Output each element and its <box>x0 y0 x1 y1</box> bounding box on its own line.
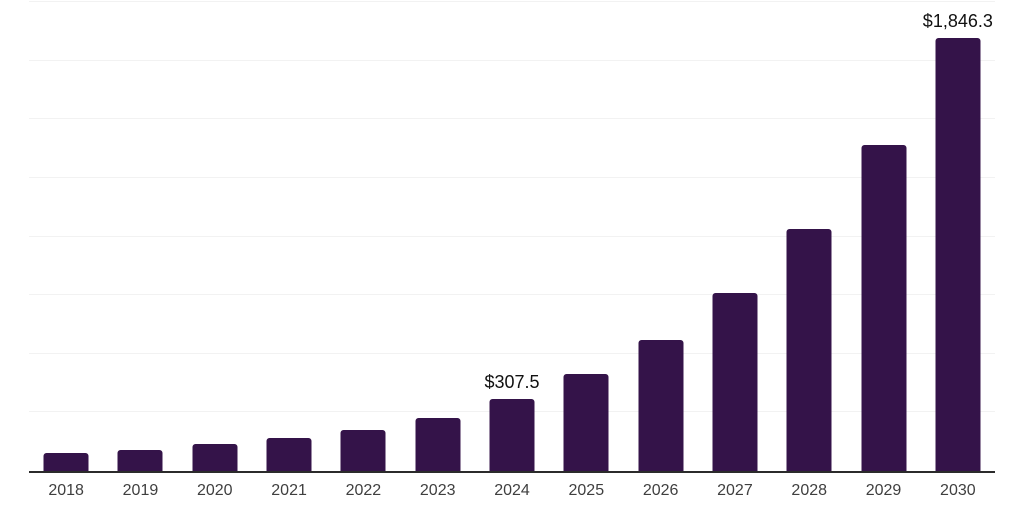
x-tick-label-2029: 2029 <box>865 482 902 499</box>
gridline-500 <box>29 352 995 354</box>
bar-2028 <box>786 229 832 471</box>
gridline-2000 <box>29 1 995 2</box>
x-tick-label-2020: 2020 <box>196 482 233 499</box>
bar-2029 <box>861 145 907 471</box>
bar-value-label-2024: $307.5 <box>484 371 540 392</box>
x-tick-label-2028: 2028 <box>791 482 828 499</box>
gridline-1000 <box>29 235 995 237</box>
bar-2018 <box>43 453 89 471</box>
bar-2023 <box>415 417 461 471</box>
x-tick-label-2024: 2024 <box>494 482 530 499</box>
gridline-1500 <box>29 118 995 120</box>
bar-value-label-2030: $1,846.3 <box>922 11 993 32</box>
gridline-750 <box>29 294 995 296</box>
x-axis-labels: 2018 2019 2020 2021 2022 2023 2024 2025 2026 2027… <box>29 473 995 509</box>
bar-2026 <box>638 339 684 471</box>
gridline-1250 <box>29 176 995 178</box>
x-tick-label-2026: 2026 <box>642 482 679 499</box>
plot-area: $307.5 $1,846.3 <box>29 1 995 473</box>
x-tick-label-2019: 2019 <box>122 482 159 499</box>
x-tick-label-2027: 2027 <box>717 482 753 499</box>
bar-2020 <box>192 443 238 471</box>
bars: $307.5 $1,846.3 <box>29 2 995 471</box>
bar-2022 <box>340 429 386 471</box>
x-tick-label-2023: 2023 <box>419 482 456 499</box>
bar-2024 <box>489 398 535 471</box>
x-tick-label-2022: 2022 <box>345 482 382 499</box>
x-tick-label-2025: 2025 <box>568 482 605 499</box>
bar-2030 <box>935 38 981 471</box>
bar-2025 <box>563 373 609 471</box>
x-tick-label-2030: 2030 <box>940 482 976 499</box>
x-tick-label-2018: 2018 <box>48 482 84 499</box>
bar-2019 <box>117 450 163 471</box>
gridline-1750 <box>29 59 995 61</box>
bar-2021 <box>266 438 312 471</box>
x-tick-label-2021: 2021 <box>271 482 307 499</box>
bar-2027 <box>712 292 758 471</box>
